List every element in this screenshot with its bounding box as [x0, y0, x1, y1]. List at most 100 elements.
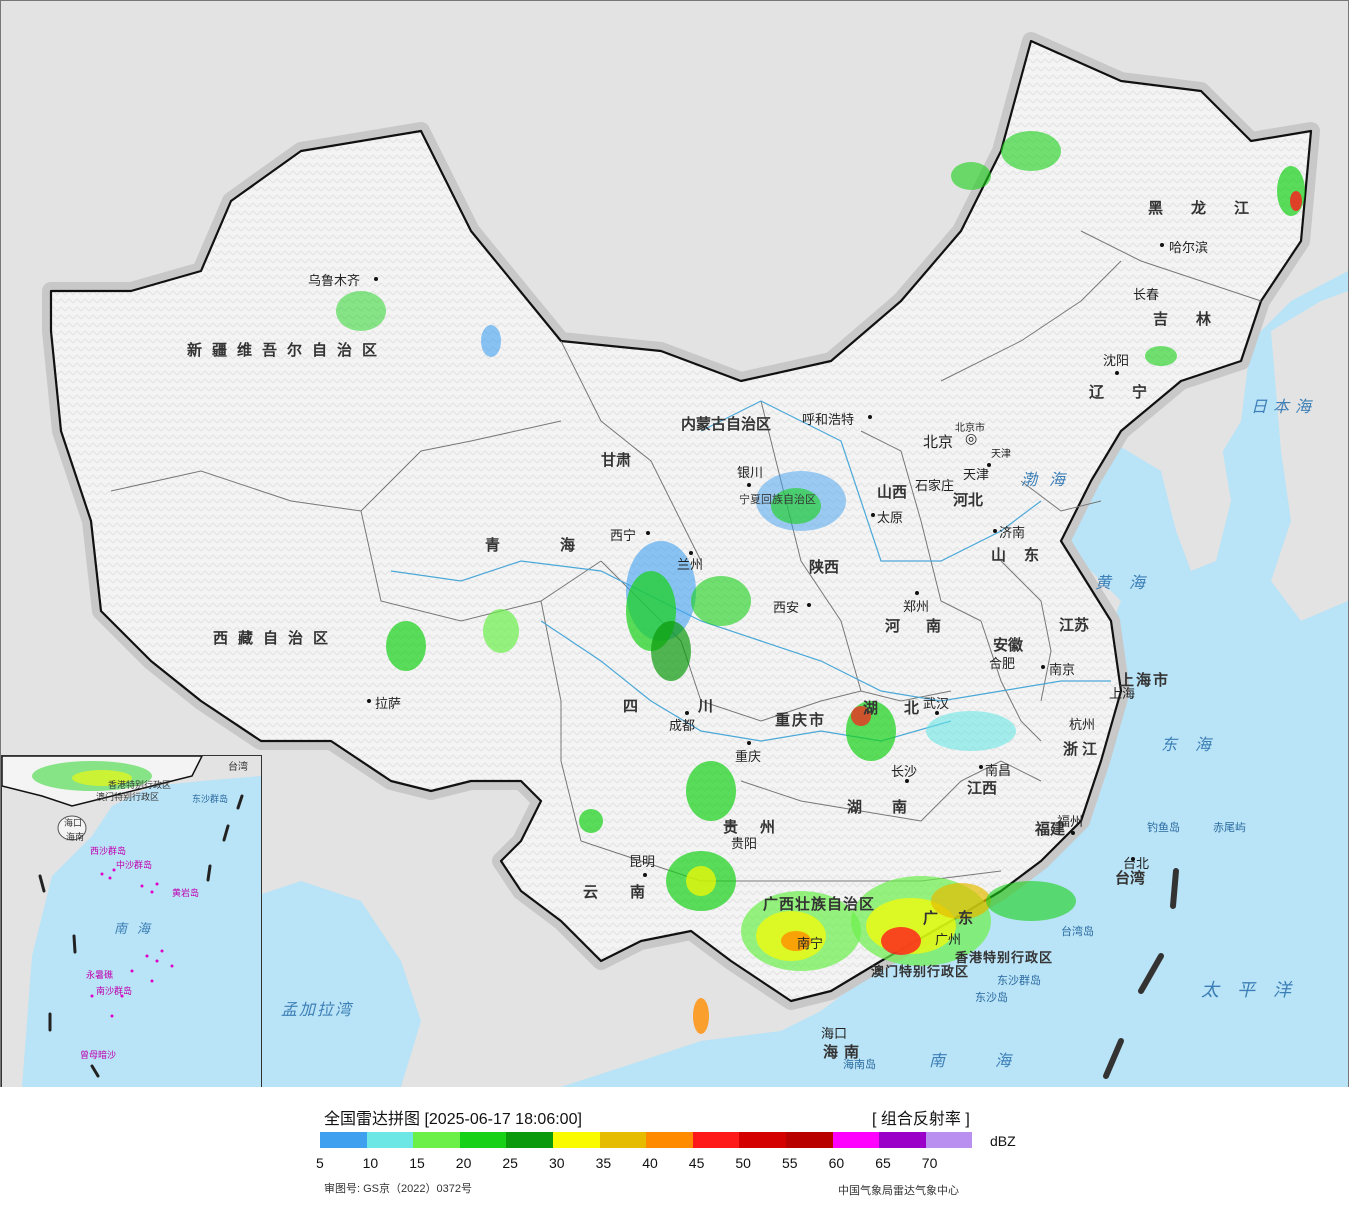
label-mengjiala: 孟加拉湾 [281, 1000, 354, 1019]
label-anhui: 安徽 [993, 636, 1024, 654]
label-ningxia: 宁夏回族自治区 [739, 493, 816, 506]
label-chiwei: 赤尾屿 [1213, 821, 1246, 834]
dot-harbin [1160, 243, 1164, 247]
dot-fuzhou [1071, 831, 1075, 835]
label-shanghai: 上海市 [1119, 671, 1171, 689]
label-jilin: 吉林 [1153, 310, 1240, 328]
legend-tick-label: 50 [735, 1155, 751, 1171]
beijing-capital-icon: ◎ [965, 431, 978, 447]
label-jiangxi: 江西 [967, 779, 998, 797]
label-taibei: 台北 [1123, 857, 1150, 872]
korea-land [1151, 381, 1231, 571]
label-chongqing: 重庆市 [775, 711, 827, 729]
legend-swatch [459, 1132, 507, 1148]
label-changsha: 长沙 [891, 765, 918, 780]
dot-taiyuan [871, 513, 875, 517]
legend-tick-label: 35 [595, 1155, 612, 1171]
label-hangzhou: 杭州 [1069, 718, 1096, 733]
label-chongqing: 重庆 [735, 750, 762, 765]
label-hebei: 河北 [953, 491, 984, 509]
label-gansu: 甘肃 [601, 451, 632, 469]
province-borders [110, 230, 1262, 882]
legend-tick-label: 10 [362, 1155, 379, 1171]
label-tianjin-prov: 天津 [991, 449, 1011, 460]
label-guangxi: 广西壮族自治区 [763, 895, 876, 913]
label-shanxi: 山西 [877, 483, 908, 501]
inset-label-nansha: 南沙群岛 [96, 987, 133, 997]
inset-label-xisha: 西沙群岛 [90, 847, 127, 857]
legend-tick-label: 40 [642, 1155, 658, 1171]
label-nanning: 南宁 [797, 937, 824, 952]
legend-title: 全国雷达拼图 [2025-06-17 18:06:00] [324, 1111, 582, 1128]
dot-zhengzhou [915, 591, 919, 595]
label-kunming: 昆明 [629, 855, 656, 870]
label-xinjiang: 新疆维吾尔自治区 [187, 341, 388, 359]
label-guangzhou: 广州 [935, 933, 962, 948]
legend-swatch [879, 1132, 926, 1148]
legend-swatch [832, 1132, 880, 1148]
dot-tianjin [987, 463, 991, 467]
legend-swatch [599, 1132, 647, 1148]
label-shanghai: 上海 [1109, 687, 1136, 702]
dot-jinan [993, 529, 997, 533]
label-heilongjiang: 黑龙江 [1148, 199, 1278, 217]
label-yunnan: 云南 [583, 883, 678, 901]
label-jiangsu: 江苏 [1059, 616, 1090, 634]
label-liaoning: 辽宁 [1089, 383, 1176, 401]
label-huanghai: 黄海 [1095, 573, 1164, 592]
dot-changsha [905, 779, 909, 783]
label-hefei: 合肥 [989, 657, 1016, 672]
label-shaanxi: 陕西 [809, 558, 840, 576]
legend-swatch [506, 1132, 553, 1148]
label-hainan-dao: 海南岛 [843, 1058, 876, 1071]
label-dongsha-qundao: 东沙群岛 [997, 974, 1041, 987]
label-taiwan-dao: 台湾岛 [1061, 925, 1094, 938]
label-macau: 澳门特别行政区 [871, 965, 970, 980]
legend-swatch [646, 1132, 693, 1148]
dot-shenyang [1115, 371, 1119, 375]
maritime-boundary [1103, 868, 1179, 1079]
label-yinchuan: 银川 [737, 466, 764, 481]
legend-swatch [320, 1132, 367, 1148]
south-china-sea-inset: 台湾 香港特别行政区 澳门特别行政区 东沙群岛 海口 海南 西沙群岛 中沙群岛 … [1, 755, 262, 1087]
label-guangdong: 广东 [923, 909, 994, 927]
label-shenyang: 沈阳 [1103, 354, 1130, 369]
label-shandong: 山东 [991, 546, 1058, 564]
legend: 全国雷达拼图 [2025-06-17 18:06:00] [ 组合反射率 ] d… [0, 1087, 1349, 1208]
data-credit: 中国气象局雷达气象中心 [838, 1185, 959, 1197]
dot-nanjing [1041, 665, 1045, 669]
label-xining: 西宁 [610, 529, 637, 544]
label-nanhai: 南海 [929, 1051, 1062, 1070]
dot-chongqing [747, 741, 751, 745]
dot-urumqi [374, 277, 378, 281]
inset-label-zengmu: 曾母暗沙 [80, 1051, 117, 1061]
label-lhasa: 拉萨 [375, 697, 402, 712]
label-hongkong: 香港特别行政区 [955, 951, 1054, 966]
legend-swatch [785, 1132, 833, 1148]
inset-label-yongshu: 永暑礁 [86, 971, 114, 981]
map-approval-number: 审图号: GS京（2022）0372号 [324, 1183, 472, 1195]
legend-swatch [739, 1132, 786, 1148]
legend-unit: dBZ [990, 1133, 1016, 1149]
label-tianjin: 天津 [963, 468, 990, 483]
label-zhejiang: 浙江 [1063, 740, 1102, 758]
label-sichuan: 四川 [623, 697, 774, 715]
label-chengdu: 成都 [669, 719, 696, 734]
legend-tick-label: 55 [782, 1155, 798, 1171]
label-donghai: 东海 [1161, 735, 1230, 754]
map-canvas [1, 1, 1348, 1087]
legend-swatch [552, 1132, 600, 1148]
radar-echoes [336, 131, 1305, 1034]
label-neimenggu: 内蒙古自治区 [681, 415, 772, 433]
label-lanzhou: 兰州 [677, 558, 704, 573]
label-wuhan: 武汉 [923, 697, 950, 712]
label-fuzhou: 福州 [1057, 815, 1084, 830]
label-zhengzhou: 郑州 [903, 600, 930, 615]
label-hohhot: 呼和浩特 [802, 413, 855, 428]
dot-yinchuan [747, 483, 751, 487]
label-hubei: 湖北 [863, 699, 946, 717]
label-xizang: 西藏自治区 [213, 629, 339, 647]
label-taipingyang: 太平洋 [1201, 980, 1309, 1001]
inset-label-dongsha: 东沙群岛 [192, 795, 229, 805]
dot-lhasa [367, 699, 371, 703]
